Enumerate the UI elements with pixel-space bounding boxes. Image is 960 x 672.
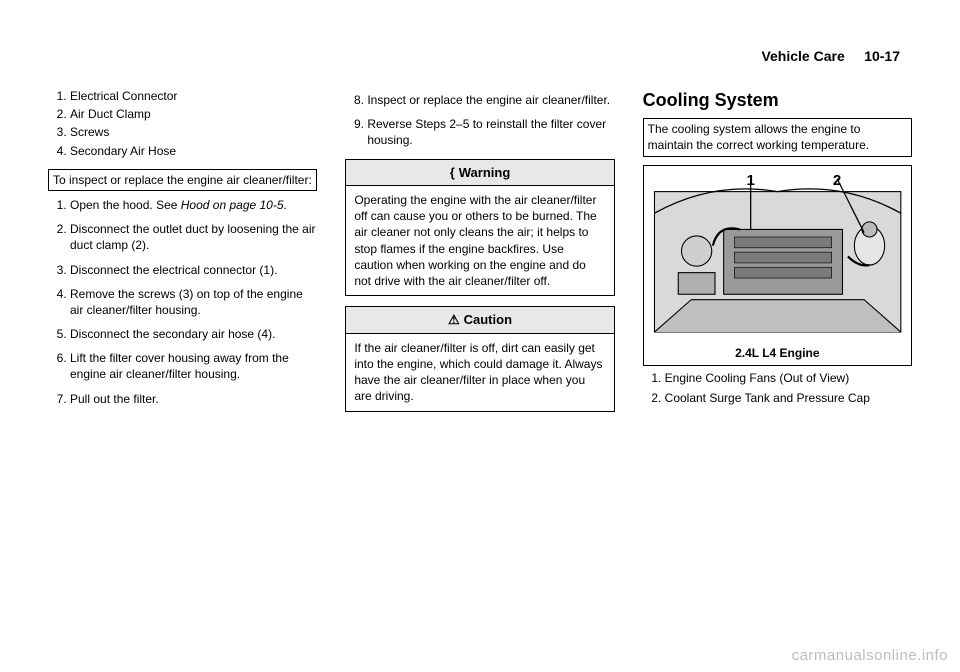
- caution-text: If the air cleaner/filter is off, dirt c…: [354, 340, 605, 405]
- column-1: Electrical Connector Air Duct Clamp Scre…: [48, 40, 317, 422]
- fig-callout-1: 1: [746, 172, 754, 189]
- warning-icon: {: [450, 164, 455, 182]
- intro-highlight: To inspect or replace the engine air cle…: [48, 169, 317, 191]
- step-6: Lift the filter cover housing away from …: [70, 350, 317, 382]
- step-4: Remove the screws (3) on top of the engi…: [70, 286, 317, 318]
- legend-item: Air Duct Clamp: [70, 106, 317, 122]
- caution-box: ⚠ Caution If the air cleaner/filter is of…: [345, 306, 614, 411]
- page-body: Electrical Connector Air Duct Clamp Scre…: [0, 0, 960, 442]
- caution-label: Caution: [464, 312, 512, 327]
- step-2: Disconnect the outlet duct by loosening …: [70, 221, 317, 253]
- column-2: Inspect or replace the engine air cleane…: [345, 40, 614, 422]
- intro-text: To inspect or replace the engine air cle…: [48, 169, 317, 191]
- engine-diagram: 1 2: [648, 170, 907, 343]
- engine-figure: 1 2 2.4L L4 Engine: [643, 165, 912, 366]
- caution-title: ⚠ Caution: [346, 307, 613, 334]
- step-link: Hood on page 10-5: [181, 198, 284, 212]
- header-section: Vehicle Care: [761, 48, 844, 64]
- step-7: Pull out the filter.: [70, 391, 317, 407]
- page-header: Vehicle Care 10-17: [761, 48, 900, 64]
- step-9: Reverse Steps 2–5 to reinstall the filte…: [367, 116, 614, 148]
- step-text-end: .: [284, 198, 287, 212]
- step-8: Inspect or replace the engine air cleane…: [367, 92, 614, 108]
- section-title: Cooling System: [643, 88, 912, 112]
- warning-label: Warning: [459, 165, 511, 180]
- cooling-intro: The cooling system allows the engine to …: [643, 118, 912, 156]
- warning-box: { Warning Operating the engine with the a…: [345, 159, 614, 297]
- column-3: Cooling System The cooling system allows…: [643, 40, 912, 422]
- step-text: Open the hood. See: [70, 198, 181, 212]
- legend-item: Electrical Connector: [70, 88, 317, 104]
- legend-item: Screws: [70, 124, 317, 140]
- fig-callout-2: 2: [833, 172, 841, 189]
- legend-item: Coolant Surge Tank and Pressure Cap: [665, 390, 912, 406]
- procedure-list: Open the hood. See Hood on page 10-5. Di…: [48, 197, 317, 407]
- procedure-list-cont: Inspect or replace the engine air cleane…: [345, 92, 614, 149]
- step-5: Disconnect the secondary air hose (4).: [70, 326, 317, 342]
- legend-item: Engine Cooling Fans (Out of View): [665, 370, 912, 386]
- step-1: Open the hood. See Hood on page 10-5.: [70, 197, 317, 213]
- cooling-legend: Engine Cooling Fans (Out of View) Coolan…: [643, 370, 912, 406]
- figure-caption: 2.4L L4 Engine: [648, 345, 907, 361]
- step-3: Disconnect the electrical connector (1).: [70, 262, 317, 278]
- watermark: carmanualsonline.info: [792, 647, 948, 664]
- warning-title: { Warning: [346, 160, 613, 187]
- header-page: 10-17: [864, 48, 900, 64]
- cooling-intro-highlight: The cooling system allows the engine to …: [643, 118, 912, 156]
- legend-item: Secondary Air Hose: [70, 143, 317, 159]
- warning-text: Operating the engine with the air cleane…: [354, 192, 605, 289]
- caution-icon: ⚠: [448, 311, 460, 329]
- parts-legend: Electrical Connector Air Duct Clamp Scre…: [48, 88, 317, 159]
